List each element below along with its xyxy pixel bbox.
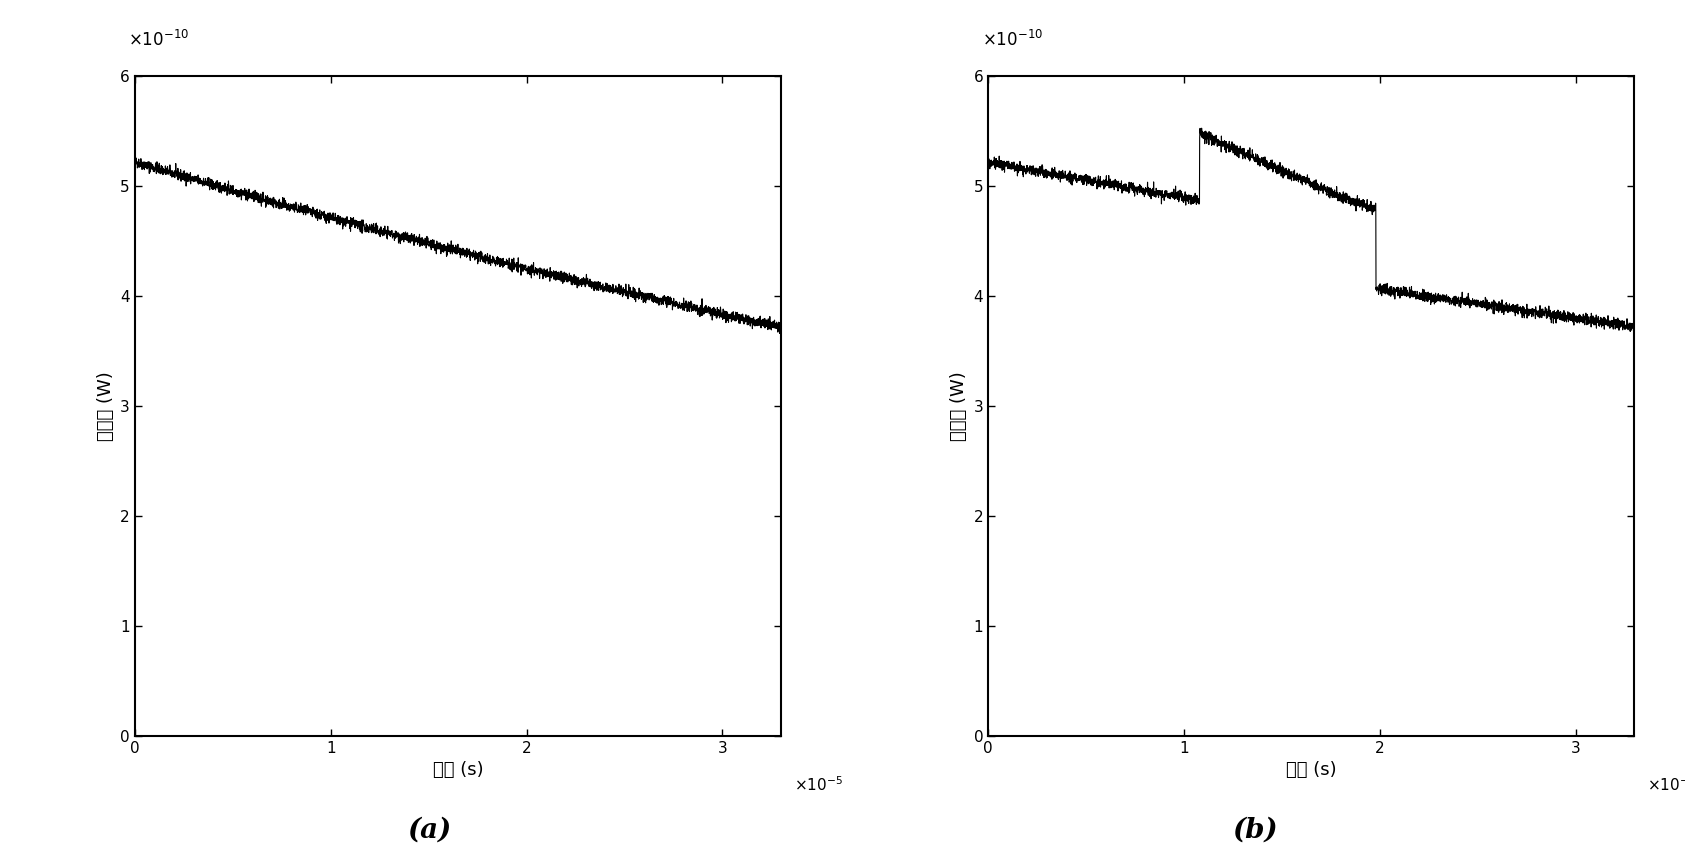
X-axis label: 时间 (s): 时间 (s) — [1286, 761, 1336, 779]
Text: $\times$10$^{-10}$: $\times$10$^{-10}$ — [128, 30, 189, 50]
Y-axis label: 光功率 (W): 光功率 (W) — [950, 371, 967, 441]
X-axis label: 时间 (s): 时间 (s) — [433, 761, 484, 779]
Text: $\times$10$^{-5}$: $\times$10$^{-5}$ — [1648, 776, 1685, 794]
Text: $\times$10$^{-5}$: $\times$10$^{-5}$ — [794, 776, 842, 794]
Text: (a): (a) — [408, 816, 452, 843]
Y-axis label: 光功率 (W): 光功率 (W) — [96, 371, 115, 441]
Text: $\times$10$^{-10}$: $\times$10$^{-10}$ — [982, 30, 1043, 50]
Text: (b): (b) — [1232, 816, 1279, 843]
